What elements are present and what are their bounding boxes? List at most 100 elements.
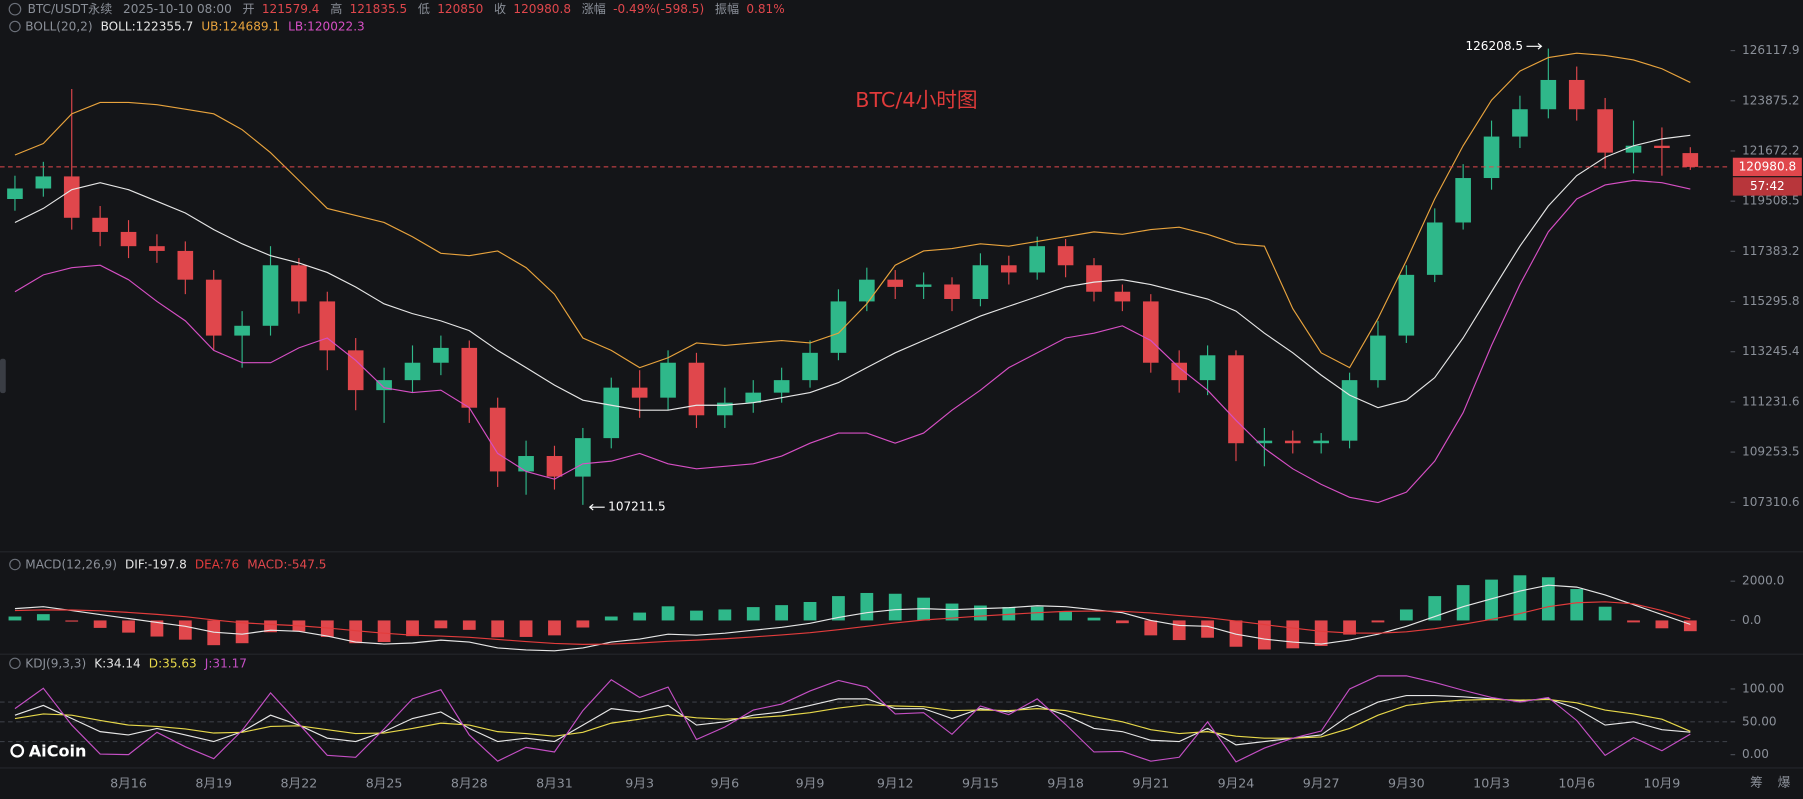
candle-body [319,301,336,351]
x-tick-label: 10月9 [1644,776,1681,791]
candle-body [1512,109,1528,137]
macd-bar [491,620,505,638]
candle-body [1000,265,1017,273]
candle-body [1398,274,1415,336]
y-tick-label: 123875.2 [1742,93,1800,107]
candle-body [830,301,847,353]
candle-body [234,325,250,336]
kdj-line [14,675,1691,763]
candle-body [1370,335,1386,381]
candle-body [149,246,165,251]
x-tick-label: 10月3 [1473,776,1510,791]
macd-bar [1513,575,1527,621]
candle-body [1057,246,1074,266]
indicator-title: BOLL(20,2) [25,19,92,33]
brand: AiCoin [29,741,87,760]
candle-body [433,347,449,363]
macd-bar [604,616,618,621]
legend-value: 35.63 [162,656,197,670]
max-label: 126208.5 [1465,39,1523,53]
candle-body [1654,145,1670,149]
candle-body [1228,355,1244,444]
x-tick-label: 9月6 [710,776,739,791]
candle-body [518,456,534,472]
low-value: 120850 [437,2,483,16]
macd-bar [945,603,959,621]
candle-body [1171,362,1187,381]
macd-bar [178,620,192,640]
macd-bar [1144,620,1158,636]
y-tick-label: 113245.4 [1742,344,1800,358]
macd-bar [690,610,703,621]
x-tick-label: 8月19 [195,776,232,791]
macd-bar [1485,579,1498,621]
macd-bar [1002,607,1016,621]
amplitude-label: 振幅 [715,1,739,16]
macd-bar [377,620,391,643]
macd-bar [633,612,647,621]
macd-bar [8,616,22,621]
y-tick-label: 100.00 [1742,681,1784,695]
candle-body [915,284,932,287]
legend-value: 34.14 [106,656,141,670]
side-tab[interactable] [0,358,6,394]
icon-button[interactable]: 爆 [1778,774,1791,789]
macd-bar [150,620,164,637]
legend-value: 124689.1 [222,19,280,33]
candle-body [404,362,421,381]
candle-body [972,265,989,299]
macd-bar [1683,620,1697,632]
candle-body [376,380,392,391]
macd-bar [207,620,221,646]
candle-body [63,176,80,218]
candle-body [1625,145,1642,153]
collapse-icon[interactable] [8,2,22,16]
candle-body [461,347,478,408]
x-tick-label: 8月31 [536,776,573,791]
macd-bar [1059,611,1072,621]
candle-body [262,265,279,326]
y-tick-label: 126117.9 [1742,43,1800,57]
legend-name: BOLL: [101,19,136,33]
indicator-title: MACD(12,26,9) [25,557,117,571]
macd-bar [1655,620,1669,629]
macd-bar [1314,620,1328,646]
min-arrow [588,503,605,511]
close-label: 收 [494,2,506,16]
legend-name: K: [94,656,106,670]
kdj-line [14,694,1691,746]
macd-bar [1343,620,1356,635]
time: 2025-10-10 08:00 [123,2,232,16]
y-tick-label: 0.0 [1742,613,1761,627]
macd-bar [1541,577,1555,621]
candle-body [1341,380,1358,441]
x-tick-label: 9月21 [1132,776,1169,791]
min-label: 107211.5 [608,500,666,514]
indicator-icon [9,657,21,670]
legend-name: DEA: [195,557,224,571]
candle-body [7,188,23,200]
indicator-legend: KDJ(9,3,3) K:34.14 D:35.63 J:31.17 [25,656,247,670]
x-tick-label: 9月12 [877,776,914,791]
high-label: 高 [330,1,342,16]
max-arrow [1526,42,1543,50]
macd-bar [1030,606,1044,621]
candle-body [35,176,52,189]
y-tick-label: 111231.6 [1742,394,1800,408]
indicator-icon [9,20,21,33]
x-tick-label: 9月30 [1388,776,1425,791]
boll-line [14,179,1691,504]
candle-body [944,284,960,299]
macd-bar [1428,596,1442,621]
macd-bar [434,620,448,629]
candle-body [1597,109,1613,153]
macd-bar [1087,617,1101,621]
macd-bar [1201,620,1214,638]
macd-bar [1371,620,1385,623]
brand-icon [10,743,25,758]
macd-bar [519,620,533,637]
icon-button[interactable]: 筹 [1750,774,1763,789]
open-label: 开 [243,2,255,16]
candle-body [1540,79,1557,110]
